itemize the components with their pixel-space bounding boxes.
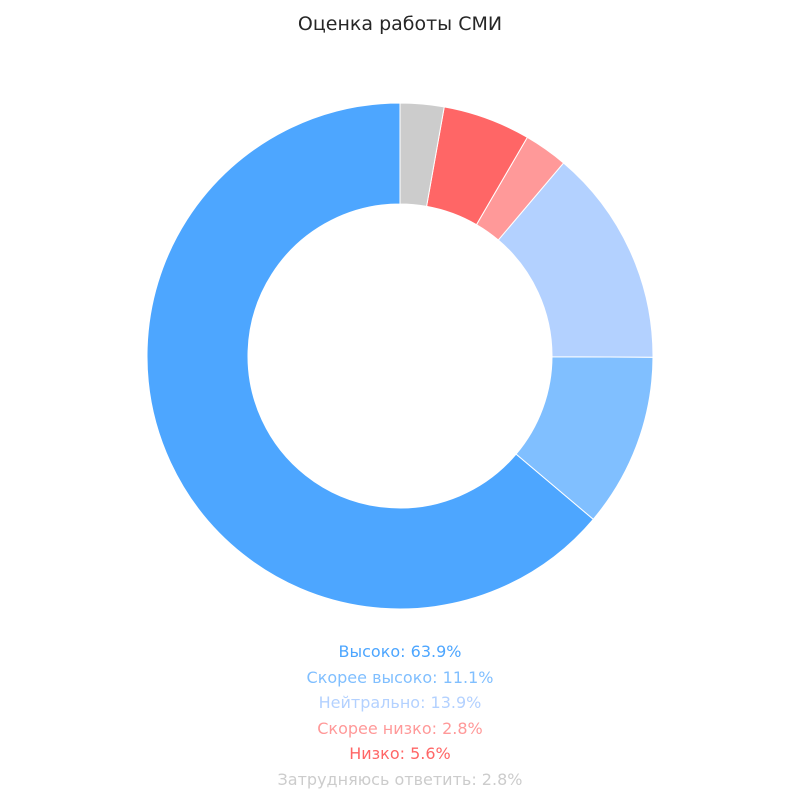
legend-item-skoree-nizko: Скорее низко: 2.8% [317,718,483,738]
slice-group [146,102,654,610]
legend-item-vysoko: Высоко: 63.9% [338,642,462,661]
donut-slice-5 [399,102,445,207]
donut-slice-0 [146,102,594,610]
legend: Высоко: 63.9% Скорее высоко: 11.1% Нейтр… [0,639,800,792]
chart-title: Оценка работы СМИ [297,13,503,35]
legend-item-skoree-vysoko: Скорее высоко: 11.1% [306,667,494,687]
legend-item-zatrudnyayus: Затрудняюсь ответить: 2.8% [277,769,523,789]
legend-item-neitralno: Нейтрально: 13.9% [318,693,482,712]
legend-item-nizko: Низко: 5.6% [349,744,451,763]
